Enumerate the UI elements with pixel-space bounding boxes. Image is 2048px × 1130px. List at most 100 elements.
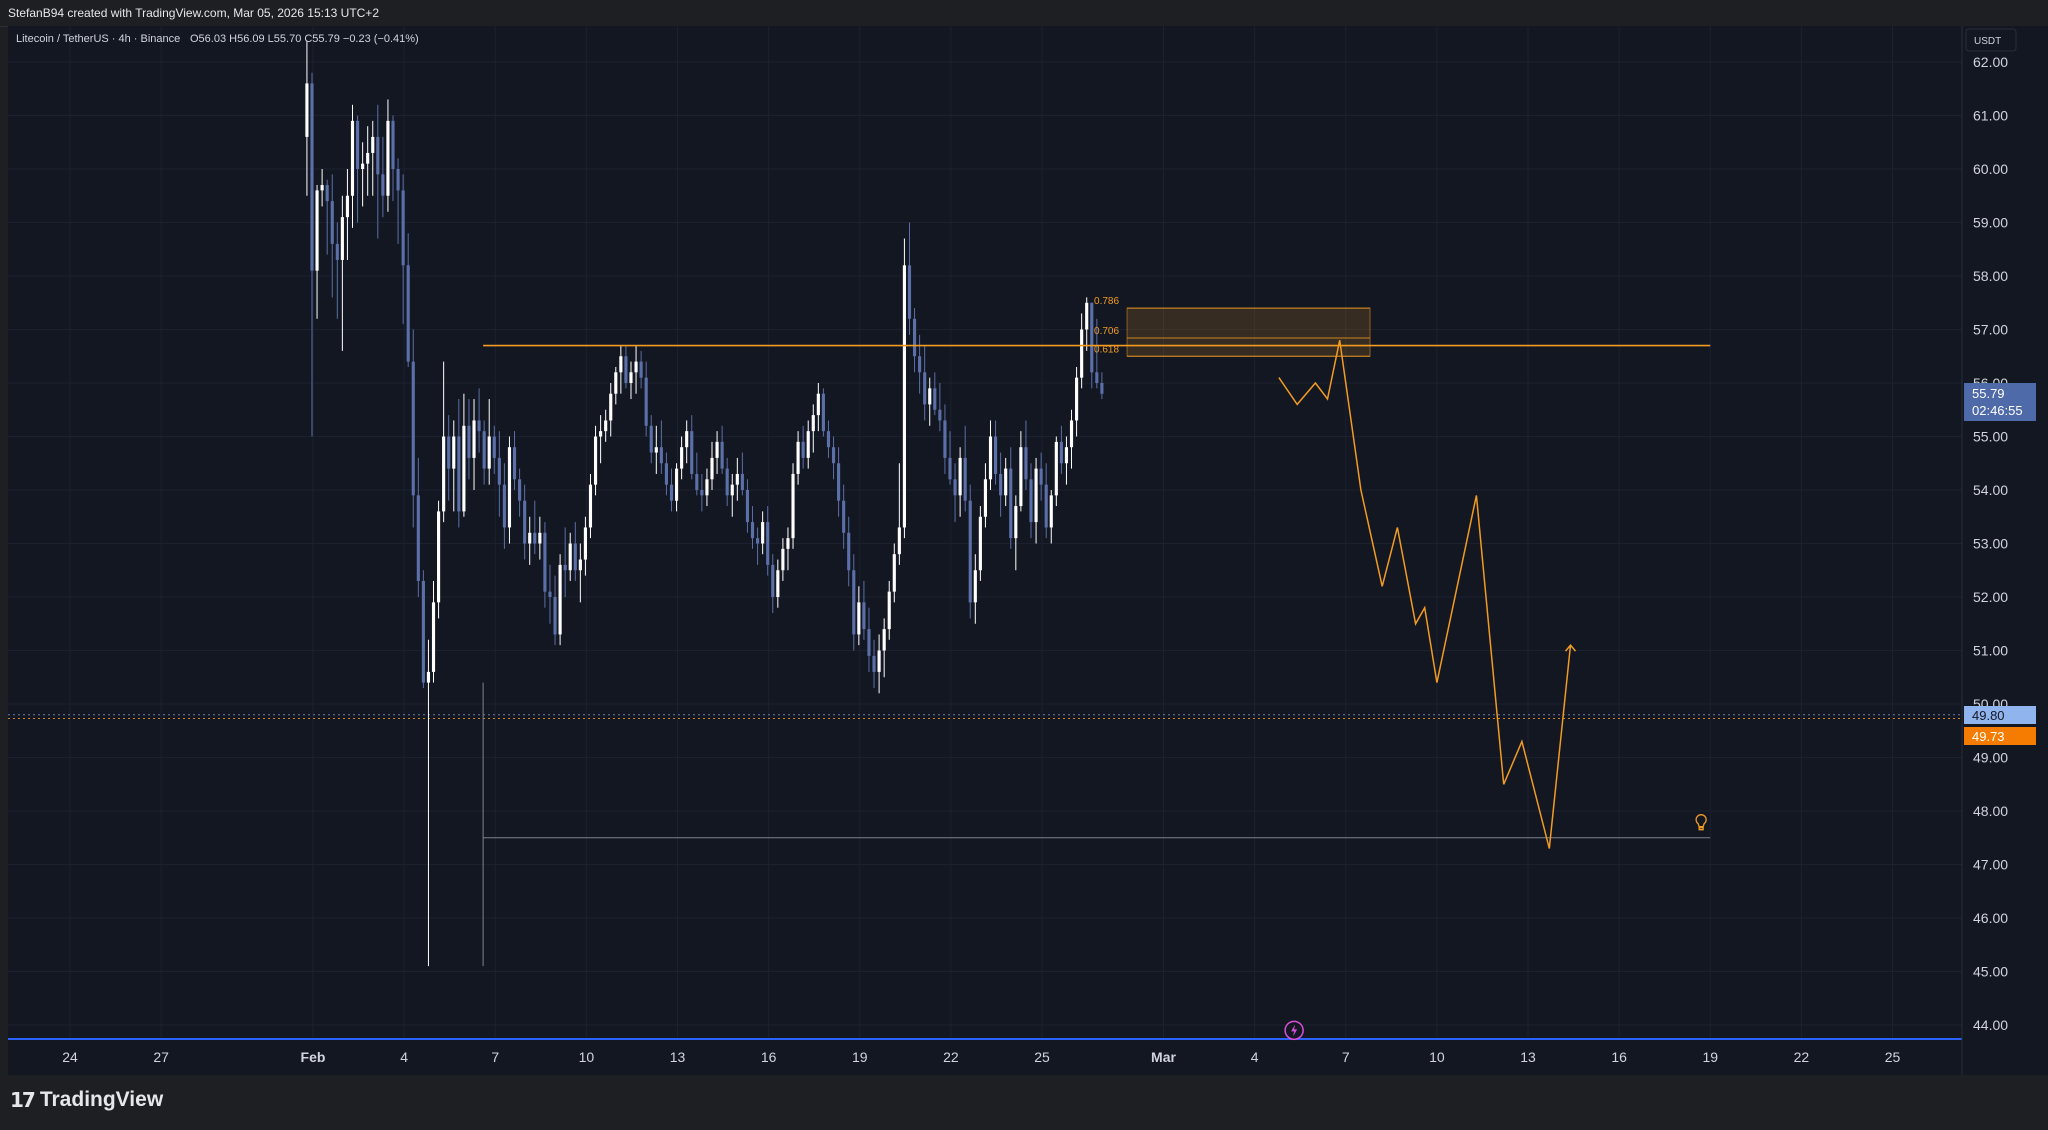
candle [1075, 366, 1079, 437]
candle-body [431, 602, 436, 672]
candle-body [664, 463, 669, 485]
candle [381, 136, 385, 218]
candle-body [933, 388, 937, 410]
candle [700, 473, 704, 512]
candle [1004, 457, 1008, 507]
candle-body [497, 457, 501, 485]
candle-body [857, 602, 861, 635]
candle-body [543, 532, 547, 592]
candle-body [674, 468, 679, 501]
candle [685, 420, 689, 464]
candle-body [502, 484, 506, 528]
candle-body [406, 265, 410, 362]
currency-label: USDT [1974, 36, 2001, 47]
candle-body [361, 163, 365, 169]
candle [674, 463, 679, 512]
candle [578, 543, 582, 603]
candle-body [928, 388, 932, 405]
candle-body [750, 522, 755, 539]
candle [523, 484, 527, 560]
candle [1044, 463, 1048, 539]
time-axis-panel[interactable] [8, 1040, 1962, 1075]
candle-body [816, 393, 820, 416]
candle [426, 639, 431, 967]
candle [750, 506, 755, 549]
candle [1029, 463, 1033, 539]
price-tick-label: 57.00 [1973, 322, 2008, 338]
candle [320, 169, 324, 207]
candle [361, 142, 365, 207]
plot-area[interactable] [8, 26, 1962, 1040]
candle-body [553, 597, 557, 635]
candle-body [882, 629, 886, 651]
candle [730, 473, 734, 517]
price-tick-label: 61.00 [1973, 108, 2008, 124]
candle-body [806, 431, 810, 458]
candles [305, 40, 1104, 967]
candle [973, 554, 977, 624]
candle-body [1069, 420, 1074, 448]
fib-level-label: 0.706 [1094, 326, 1119, 337]
candle-body [963, 457, 967, 501]
tradingview-logo[interactable]: 17 TradingView [10, 1088, 163, 1112]
candle [1064, 436, 1069, 485]
candle-body [310, 83, 314, 271]
candle [507, 436, 512, 544]
candle [411, 329, 415, 528]
candle-body [599, 431, 603, 437]
candle-body [634, 361, 638, 373]
event-marker-icon[interactable] [1284, 1020, 1304, 1041]
fib-level-label: 0.618 [1094, 344, 1119, 355]
candle-body [745, 490, 750, 523]
candle-body [609, 393, 613, 421]
candle [756, 527, 760, 565]
candle-body [791, 473, 795, 539]
candle-body [771, 564, 775, 597]
price-chart[interactable]: 24 27 Feb 4 7 10 13 16 19 22 25 Mar 4 7 10 13 16 19 22 25 4… [0, 0, 2048, 1080]
candle-body [973, 570, 977, 603]
candle [766, 506, 770, 576]
time-tick-label: 16 [1611, 1049, 1627, 1065]
candle [462, 393, 466, 517]
candle-body [852, 570, 856, 635]
candle-body [766, 522, 770, 565]
candle [593, 425, 598, 496]
candle [811, 404, 815, 453]
candle [938, 383, 942, 432]
candle [1095, 318, 1099, 389]
candle-body [1095, 372, 1099, 383]
candle [978, 506, 982, 581]
candle-body [811, 415, 815, 432]
chart-legend-ohlc: O56.03 H56.09 L55.70 C55.79 −0.23 (−0.41… [190, 33, 419, 45]
candle [806, 420, 810, 469]
price-tick-label: 47.00 [1973, 857, 2008, 873]
candle-body [725, 468, 729, 496]
candle [325, 179, 329, 255]
candle [740, 452, 744, 496]
candle [563, 527, 567, 597]
candle-body [624, 356, 628, 383]
candle [457, 399, 461, 528]
price-tick-label: 62.00 [1973, 54, 2008, 70]
candle-body [695, 473, 699, 490]
candle-body [320, 185, 324, 191]
candle [928, 377, 932, 426]
candle-body [1090, 302, 1094, 373]
currency-button[interactable]: USDT [1965, 28, 2017, 52]
price-axis-panel[interactable] [1962, 26, 2048, 1075]
candle-body [862, 602, 866, 630]
candle [953, 463, 957, 523]
candle-body [897, 527, 901, 555]
candle-body [918, 356, 922, 373]
candle [345, 169, 350, 260]
candle-body [1039, 468, 1043, 485]
candle [437, 500, 441, 619]
candle-body [401, 190, 405, 266]
price-tag-blue: 49.80 [1964, 706, 2036, 724]
alert-lightbulb-icon[interactable] [1695, 814, 1707, 831]
countdown-label: 02:46:55 [1972, 403, 2023, 418]
time-tick-label: 16 [761, 1049, 777, 1065]
candle-body [644, 377, 648, 426]
candle-body [507, 447, 512, 528]
candle-body [371, 136, 375, 153]
